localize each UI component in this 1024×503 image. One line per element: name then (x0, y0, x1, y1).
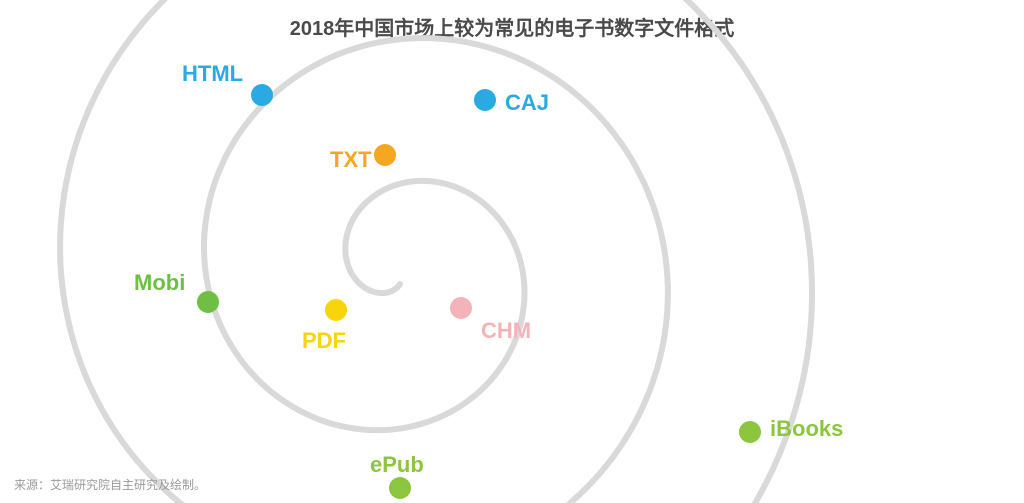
epub-label: ePub (370, 452, 424, 478)
ibooks-label: iBooks (770, 416, 843, 442)
pdf-label: PDF (302, 328, 346, 354)
chm-label: CHM (481, 318, 531, 344)
html-label: HTML (182, 61, 243, 87)
source-note: 来源：艾瑞研究院自主研究及绘制。 (14, 476, 206, 493)
ibooks-dot (739, 421, 761, 443)
chm-dot (450, 297, 472, 319)
txt-dot (374, 144, 396, 166)
mobi-dot (197, 291, 219, 313)
txt-label: TXT (330, 147, 372, 173)
spiral-path (0, 0, 1024, 503)
caj-dot (474, 89, 496, 111)
epub-dot (389, 477, 411, 499)
caj-label: CAJ (505, 90, 549, 116)
mobi-label: Mobi (134, 270, 185, 296)
infographic-stage: 2018年中国市场上较为常见的电子书数字文件格式 TXTCAJHTMLPDFCH… (0, 0, 1024, 503)
pdf-dot (325, 299, 347, 321)
html-dot (251, 84, 273, 106)
